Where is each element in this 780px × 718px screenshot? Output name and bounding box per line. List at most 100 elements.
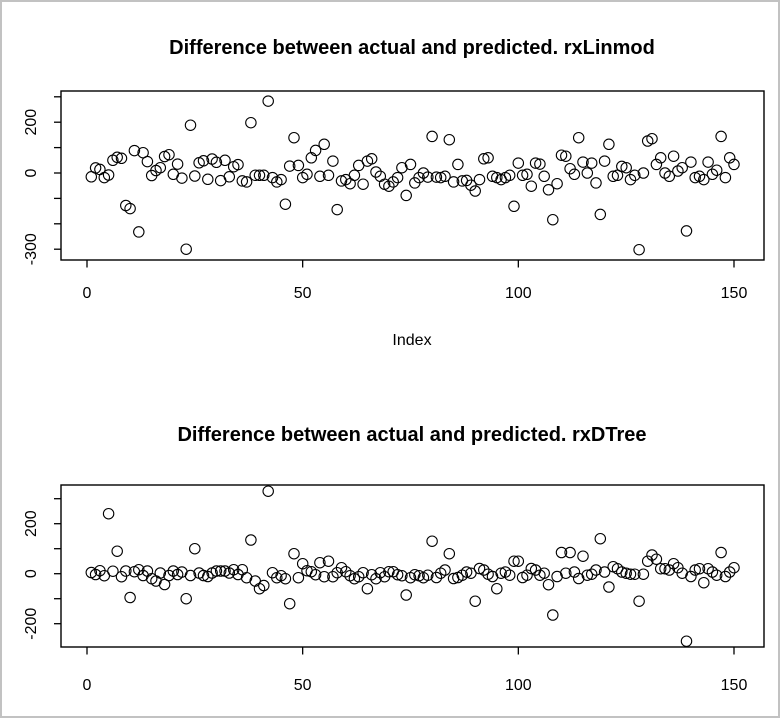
data-point xyxy=(210,565,223,577)
data-point xyxy=(111,151,123,164)
data-point xyxy=(663,170,676,183)
data-point xyxy=(629,169,641,182)
data-point xyxy=(715,546,727,559)
data-point xyxy=(124,202,136,215)
data-point xyxy=(365,153,378,165)
data-point xyxy=(352,570,365,583)
data-point xyxy=(577,156,589,168)
data-point xyxy=(547,609,559,621)
data-point xyxy=(538,170,550,183)
data-point xyxy=(521,168,533,181)
data-point xyxy=(391,568,404,581)
data-point xyxy=(275,173,287,186)
data-point xyxy=(158,578,171,591)
data-point xyxy=(637,167,650,179)
data-point xyxy=(607,170,619,183)
data-point xyxy=(646,132,658,145)
data-point xyxy=(719,171,732,184)
data-point xyxy=(590,177,602,189)
data-point xyxy=(383,565,395,578)
data-point xyxy=(534,158,546,170)
data-point xyxy=(633,243,645,256)
data-point xyxy=(452,158,464,171)
data-point xyxy=(676,161,688,174)
data-point xyxy=(491,582,503,595)
data-point xyxy=(301,168,313,181)
data-point xyxy=(322,555,335,567)
data-point xyxy=(292,571,305,584)
data-point xyxy=(594,208,607,221)
data-point xyxy=(124,591,136,604)
data-point xyxy=(685,570,697,583)
data-point xyxy=(258,169,270,182)
data-point xyxy=(525,180,538,192)
data-point xyxy=(650,158,663,171)
data-point xyxy=(706,168,719,181)
data-point xyxy=(210,156,223,169)
data-point xyxy=(314,556,326,569)
data-point xyxy=(659,562,671,575)
data-point xyxy=(365,568,378,581)
data-point xyxy=(383,180,395,192)
data-point xyxy=(581,569,594,581)
chart2-plot-area: 0 50 100 150 200 0 -200 xyxy=(23,484,765,694)
data-point xyxy=(685,156,697,168)
data-point xyxy=(374,566,387,579)
data-point xyxy=(417,167,430,179)
data-point xyxy=(361,582,374,595)
data-point xyxy=(262,95,274,107)
data-point xyxy=(590,564,602,576)
data-point xyxy=(473,173,486,186)
data-point xyxy=(426,535,438,547)
data-point xyxy=(629,568,641,580)
data-point xyxy=(495,567,507,579)
data-point xyxy=(296,557,309,570)
data-point xyxy=(279,572,292,585)
data-point xyxy=(128,144,141,157)
data-point xyxy=(422,569,434,581)
data-point xyxy=(266,171,279,184)
data-point xyxy=(443,547,456,560)
data-point xyxy=(133,563,145,576)
data-point xyxy=(598,155,611,167)
x-tick-label: 100 xyxy=(505,677,532,694)
data-point xyxy=(512,157,525,169)
data-point xyxy=(551,177,563,190)
data-point xyxy=(620,567,632,579)
data-point xyxy=(710,164,723,176)
data-point xyxy=(318,138,330,151)
data-point xyxy=(624,173,637,186)
data-point xyxy=(202,173,214,186)
data-point xyxy=(197,569,210,582)
data-point xyxy=(603,581,615,593)
data-point xyxy=(111,545,123,557)
data-point xyxy=(698,576,710,589)
data-point xyxy=(689,564,701,576)
data-point xyxy=(258,579,270,592)
data-point xyxy=(197,155,210,167)
data-point xyxy=(387,176,399,188)
data-point xyxy=(508,555,520,567)
data-point xyxy=(357,178,369,190)
data-point xyxy=(555,546,568,559)
data-point xyxy=(633,595,645,607)
y-tick-label: 0 xyxy=(23,168,40,177)
data-point xyxy=(245,534,257,546)
y-tick-label: 200 xyxy=(23,510,40,537)
data-point xyxy=(107,565,119,577)
data-point xyxy=(585,157,598,169)
data-point xyxy=(529,157,542,169)
data-point xyxy=(594,532,607,545)
data-point xyxy=(439,170,451,183)
data-point xyxy=(318,570,330,583)
data-point xyxy=(434,171,447,184)
data-point xyxy=(702,156,714,168)
chart2-points xyxy=(85,485,740,647)
data-point xyxy=(555,149,568,161)
data-point xyxy=(115,152,128,165)
y-tick-label: -300 xyxy=(23,233,40,265)
data-point xyxy=(482,152,494,164)
data-point xyxy=(698,173,710,186)
chart1-plot-area: 0 50 100 150 200 0 -300 xyxy=(23,90,765,302)
data-point xyxy=(262,485,274,497)
